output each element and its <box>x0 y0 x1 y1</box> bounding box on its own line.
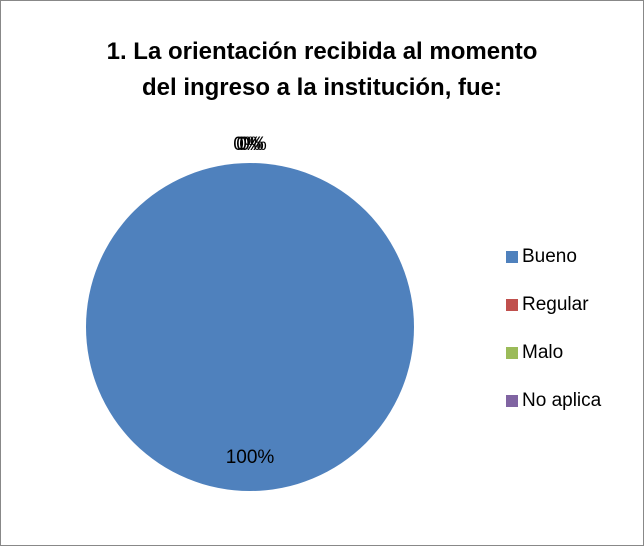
legend-swatch <box>506 251 518 263</box>
data-label: 0% <box>233 134 261 155</box>
legend-label: No aplica <box>522 390 602 411</box>
legend-label: Bueno <box>522 246 577 267</box>
data-label: 0% <box>239 134 267 155</box>
chart-title: 1. La orientación recibida al momento de… <box>106 38 538 101</box>
data-label: 100% <box>226 447 275 468</box>
legend-swatch <box>506 299 518 311</box>
legend-swatch <box>506 395 518 407</box>
pie-slice <box>86 163 414 491</box>
data-label: 0% <box>236 134 264 155</box>
legend-label: Malo <box>522 342 563 363</box>
legend-swatch <box>506 347 518 359</box>
legend-label: Regular <box>522 294 589 315</box>
